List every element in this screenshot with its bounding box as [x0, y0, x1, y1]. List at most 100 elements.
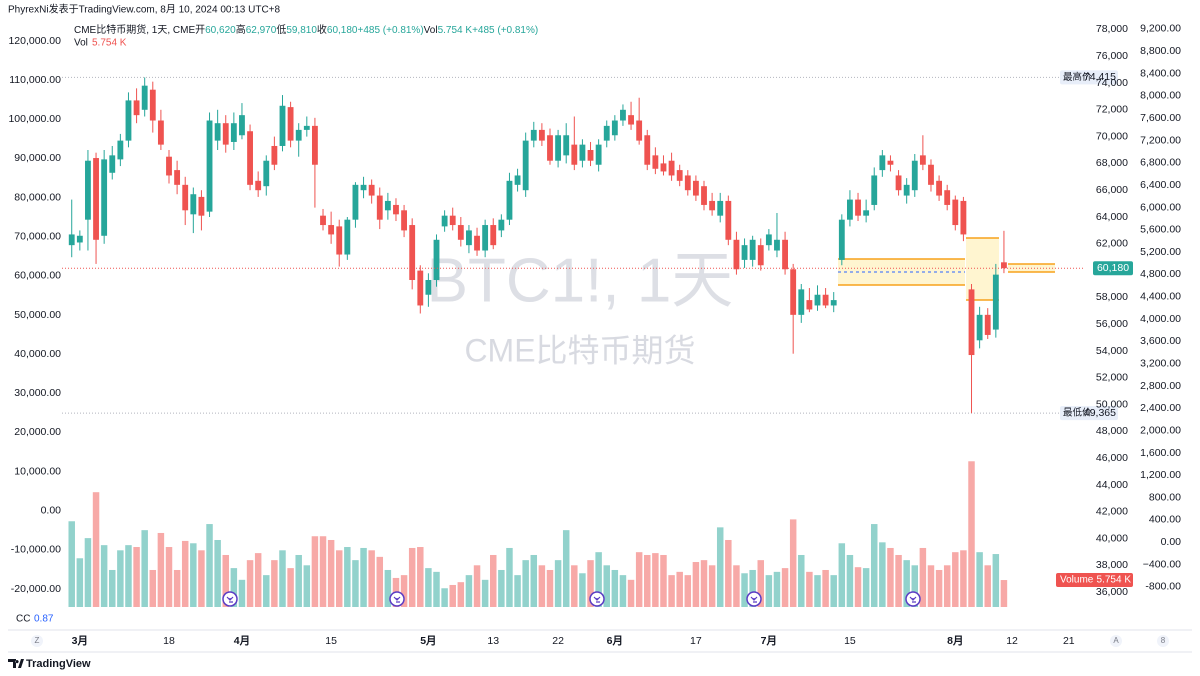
- volume-bar: [773, 571, 781, 607]
- candle-body: [198, 196, 205, 216]
- left-tick-label: 70,000.00: [14, 231, 61, 243]
- volume-bar: [449, 584, 456, 607]
- volume-bar: [263, 575, 270, 607]
- last-price-box: [1093, 261, 1133, 276]
- volume-bar: [725, 539, 732, 607]
- y2-tick-label: 4,400.00: [1140, 291, 1181, 303]
- y-tick-label: 40,000: [1096, 532, 1128, 544]
- corner-button[interactable]: [31, 635, 43, 647]
- candle-body: [571, 144, 578, 165]
- y-tick-label: 50,000: [1096, 398, 1128, 410]
- volume-bar: [879, 542, 886, 607]
- left-tick-label: 40,000.00: [14, 348, 61, 360]
- volume-bar: [741, 573, 748, 607]
- y2-tick-label: 5,600.00: [1140, 224, 1181, 236]
- volume-bar: [798, 554, 805, 607]
- legend-field-value: 62,970: [246, 25, 277, 36]
- volume-bar: [919, 547, 927, 607]
- y2-tick-label: 0.00: [1161, 536, 1182, 548]
- legend-field-label: 低: [276, 23, 286, 36]
- y2-tick-label: 2,000.00: [1140, 424, 1181, 436]
- candle-body: [855, 199, 861, 216]
- event-icon[interactable]: [905, 591, 921, 607]
- event-icon[interactable]: [746, 591, 762, 607]
- candle-body: [376, 195, 383, 220]
- candle-body: [68, 234, 75, 246]
- volume-bar: [433, 571, 440, 607]
- x-tick-label: 15: [844, 635, 856, 647]
- y-tick-label: 46,000: [1096, 452, 1128, 464]
- volume-bar: [700, 560, 708, 607]
- x-tick-label: 15: [325, 635, 337, 647]
- volume-bar: [822, 569, 829, 607]
- candle-body: [360, 184, 367, 191]
- candle-body: [790, 269, 797, 315]
- candle-body: [960, 200, 967, 235]
- event-icon[interactable]: [389, 591, 405, 607]
- candle-body: [838, 219, 845, 260]
- volume-bar: [716, 527, 724, 607]
- last-price-label: 60,180: [1097, 262, 1129, 274]
- volume-bar: [173, 569, 181, 607]
- candle-body: [482, 225, 489, 251]
- left-tick-label: -20,000.00: [11, 583, 61, 595]
- y-tick-label: 58,000: [1096, 291, 1128, 303]
- left-tick-label: 110,000.00: [9, 74, 61, 86]
- candle-body: [279, 105, 286, 146]
- volume-bar: [911, 565, 919, 607]
- corner-button-label[interactable]: Z: [35, 636, 40, 645]
- candle-body: [774, 239, 780, 251]
- event-icon[interactable]: [589, 591, 605, 607]
- candle-body: [384, 200, 391, 211]
- corner-button[interactable]: [1157, 635, 1169, 647]
- y-tick-label: 38,000: [1096, 559, 1128, 571]
- y-tick-label: 36,000: [1096, 586, 1128, 598]
- legend-symbol: CME比特币期货, 1天, CME: [74, 23, 195, 36]
- volume-bar: [838, 543, 846, 607]
- event-icon[interactable]: [222, 591, 238, 607]
- candle-body: [952, 199, 959, 226]
- candle-body: [976, 314, 983, 341]
- marker-value: 49,365: [1084, 407, 1116, 419]
- y-tick-label: 44,000: [1096, 479, 1128, 491]
- marker-label: 最高价: [1063, 71, 1092, 83]
- candle-body: [514, 175, 521, 185]
- volume-bar: [481, 579, 489, 607]
- brand: TradingView: [26, 658, 91, 670]
- y-tick-label: 62,000: [1096, 238, 1128, 250]
- candle-body: [425, 279, 432, 295]
- volume-bar: [814, 575, 821, 607]
- candle-body: [765, 234, 772, 246]
- candle-body: [928, 164, 934, 185]
- volume-bar: [984, 565, 991, 607]
- volume-bar: [109, 569, 116, 607]
- volume-bar: [84, 538, 92, 607]
- candle-body: [466, 230, 472, 246]
- candle-body: [409, 225, 416, 280]
- candle-body: [555, 135, 562, 161]
- candle-body: [968, 289, 975, 356]
- volume-bar: [465, 575, 473, 607]
- volume-bar: [76, 558, 84, 607]
- corner-button[interactable]: [1110, 635, 1122, 647]
- y2-tick-label: -800.00: [1145, 581, 1181, 593]
- volume-bar: [125, 545, 132, 607]
- brand-logo: [8, 659, 24, 668]
- corner-button-label[interactable]: 8: [1161, 636, 1166, 645]
- volume-bar: [1000, 580, 1008, 607]
- corner-button-label[interactable]: A: [1113, 636, 1119, 645]
- volume-bar: [903, 560, 910, 607]
- event-icons: [222, 591, 921, 607]
- candle-body: [344, 219, 351, 255]
- candle-body: [652, 155, 659, 169]
- candle-body: [587, 149, 594, 161]
- legend-field-label: 高: [236, 23, 246, 36]
- volume-bar: [806, 571, 813, 607]
- volume-bar: [319, 536, 327, 607]
- volume-bar: [117, 550, 124, 607]
- candle-body: [311, 125, 318, 165]
- volume-bar: [198, 550, 205, 607]
- candle-body: [522, 140, 529, 191]
